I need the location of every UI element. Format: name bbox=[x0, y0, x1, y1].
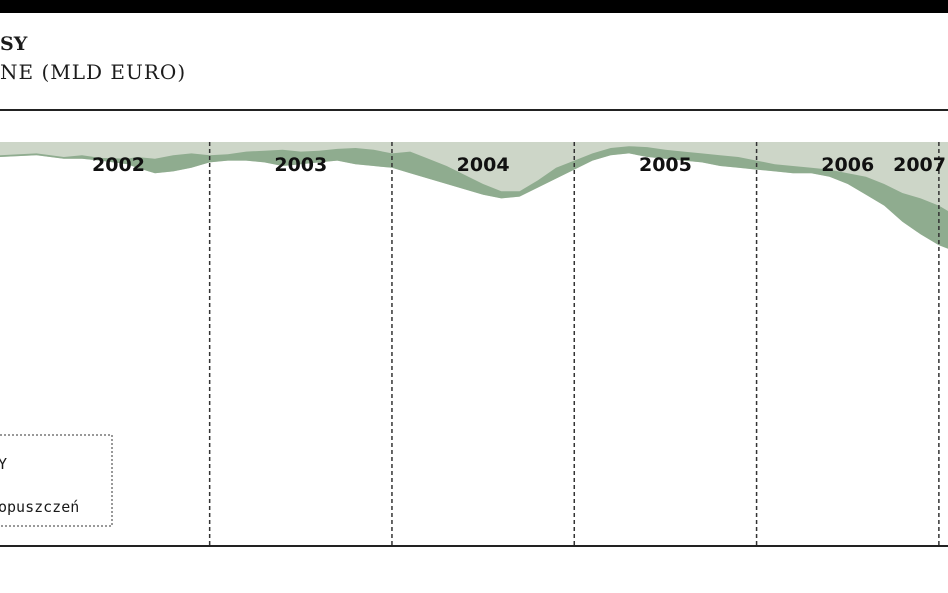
year-label-2003: 2003 bbox=[274, 154, 327, 176]
top-bar bbox=[0, 0, 948, 13]
legend-item-2: opuszczeń bbox=[0, 498, 79, 516]
year-label-2006: 2006 bbox=[821, 154, 874, 176]
year-label-2002: 2002 bbox=[92, 154, 145, 176]
year-label-2005: 2005 bbox=[639, 154, 692, 176]
chart-title: SY bbox=[0, 33, 28, 55]
area-chart: 2002 2003 2004 2005 2006 2007 Y opuszczeń bbox=[0, 109, 948, 547]
legend: Y opuszczeń bbox=[0, 434, 113, 527]
year-label-2007: 2007 bbox=[893, 154, 946, 176]
year-labels: 2002 2003 2004 2005 2006 2007 bbox=[92, 154, 946, 176]
legend-box bbox=[0, 434, 113, 527]
legend-item-1: Y bbox=[0, 455, 7, 473]
chart-subtitle: NE (MLD EURO) bbox=[0, 60, 187, 84]
year-label-2004: 2004 bbox=[457, 154, 510, 176]
white-area bbox=[0, 153, 948, 545]
